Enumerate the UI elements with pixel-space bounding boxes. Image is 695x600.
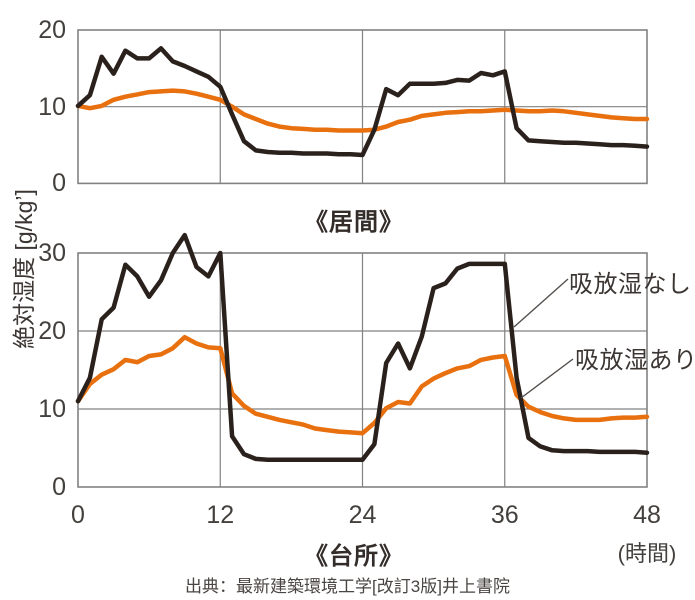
x-tick-label: 24 xyxy=(348,501,377,529)
y-tick-label: 20 xyxy=(38,317,66,345)
plot-border xyxy=(77,252,648,488)
y-axis-label: 絶対湿度 [g/kg’] xyxy=(11,189,37,349)
y-tick-label: 10 xyxy=(38,92,66,121)
legend-pointer-no-sorption xyxy=(513,278,569,328)
series-line-with_sorption xyxy=(75,88,650,133)
chart-title-kitchen: 《台所》 xyxy=(304,543,404,570)
chart-title-living-room: 《居間》 xyxy=(304,209,404,236)
legend-label-with-sorption: 吸放湿あり xyxy=(575,347,695,374)
series-line-no_sorption xyxy=(75,46,650,158)
legend-label-no-sorption: 吸放湿なし xyxy=(569,271,692,298)
x-axis-unit-label: (時間) xyxy=(617,541,677,566)
series-line-with_sorption xyxy=(75,334,650,436)
y-tick-label: 0 xyxy=(52,473,66,501)
x-tick-label: 0 xyxy=(71,501,85,529)
y-tick-label: 10 xyxy=(38,395,66,423)
y-tick-label: 30 xyxy=(38,239,66,267)
x-tick-label: 36 xyxy=(490,501,519,529)
legend-pointer-with-sorption xyxy=(520,358,574,399)
y-tick-label: 0 xyxy=(52,169,66,198)
x-tick-label: 48 xyxy=(633,501,661,529)
x-tick-label: 12 xyxy=(206,501,235,529)
y-tick-label: 20 xyxy=(38,16,66,44)
source-citation: 出典：最新建築環境工学[改訂3版]井上書院 xyxy=(185,577,510,596)
series-line-no_sorption xyxy=(75,232,650,462)
